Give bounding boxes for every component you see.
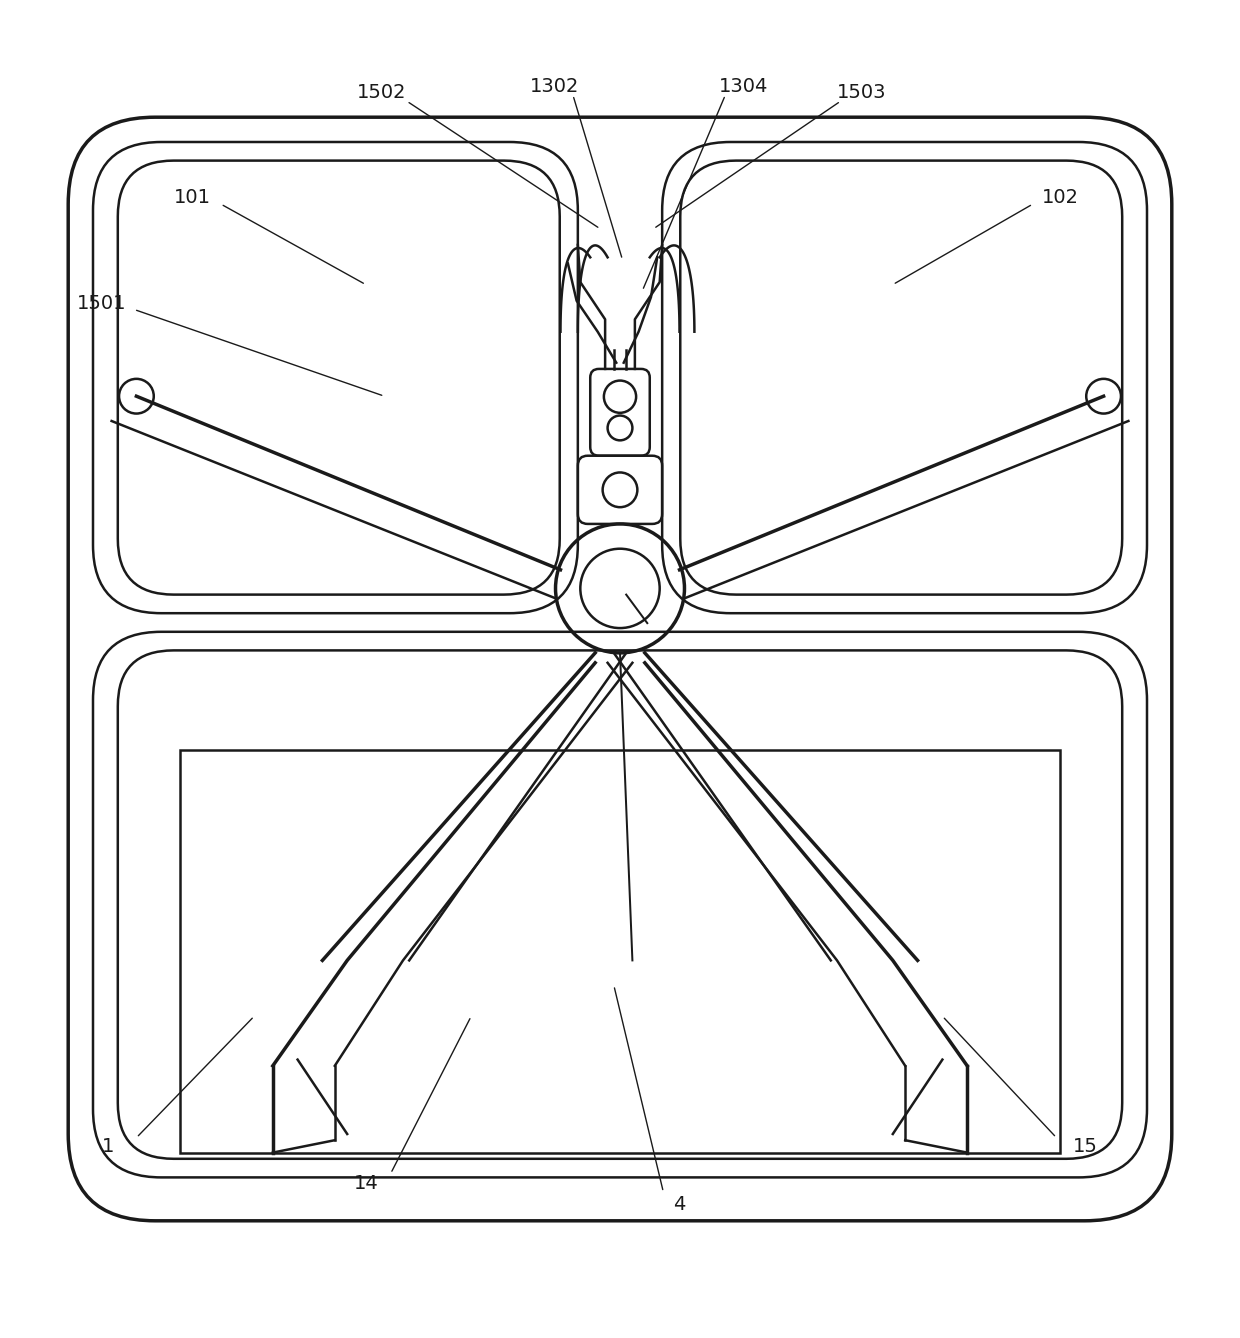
- Text: 4: 4: [673, 1195, 686, 1214]
- Text: 1502: 1502: [357, 83, 407, 102]
- Text: 14: 14: [353, 1175, 378, 1193]
- Text: 15: 15: [1073, 1137, 1097, 1156]
- Text: 1: 1: [102, 1137, 114, 1156]
- Bar: [180, 749, 1060, 1152]
- Text: 1503: 1503: [837, 83, 887, 102]
- Text: 102: 102: [1042, 189, 1079, 207]
- Text: 1501: 1501: [77, 294, 126, 313]
- Text: 101: 101: [174, 189, 211, 207]
- Text: 1302: 1302: [529, 76, 579, 96]
- Text: 1304: 1304: [719, 76, 769, 96]
